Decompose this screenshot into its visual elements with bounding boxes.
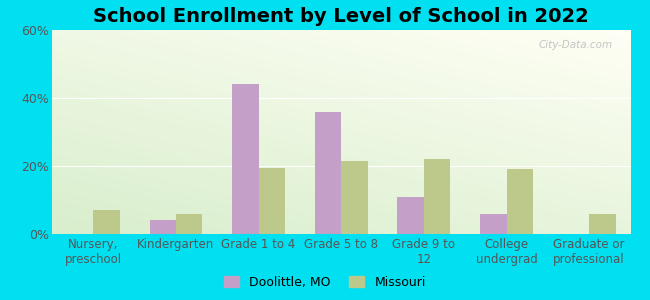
Bar (480, 214, 506, 234)
Bar (506, 169, 533, 234)
Bar (397, 196, 424, 234)
Title: School Enrollment by Level of School in 2022: School Enrollment by Level of School in … (94, 7, 589, 26)
Bar (315, 112, 341, 234)
Bar (589, 214, 616, 234)
Bar (341, 161, 368, 234)
Bar (232, 84, 259, 234)
Bar (176, 214, 202, 234)
Bar (94, 210, 120, 234)
Bar (424, 159, 450, 234)
Text: City-Data.com: City-Data.com (539, 40, 613, 50)
Bar (150, 220, 176, 234)
Legend: Doolittle, MO, Missouri: Doolittle, MO, Missouri (219, 271, 431, 294)
Bar (259, 168, 285, 234)
